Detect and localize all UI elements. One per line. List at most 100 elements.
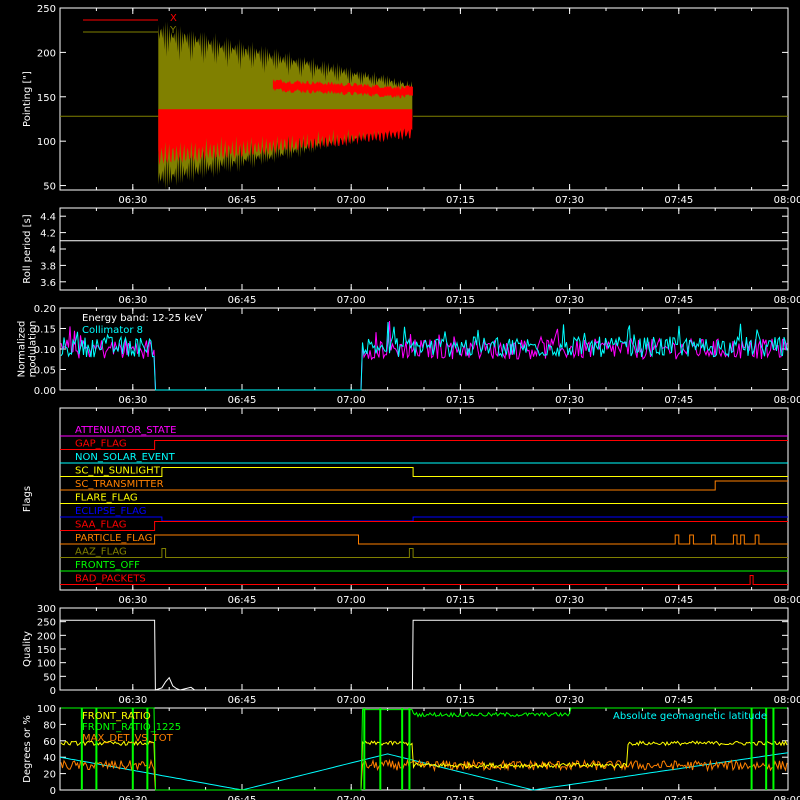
- flag-label-flare-flag: FLARE_FLAG: [75, 493, 138, 504]
- roll-ytick-label: 3.6: [40, 278, 56, 289]
- quality-ytick-label: 150: [37, 645, 56, 656]
- quality-ytick-label: 100: [37, 659, 56, 670]
- roll-xtick-label: 06:30: [118, 295, 147, 306]
- pointing-ytick-label: 250: [37, 4, 56, 15]
- pointing-xtick-label: 06:30: [118, 195, 147, 206]
- flag-label-fronts-off: FRONTS_OFF: [75, 560, 140, 571]
- flag-label-eclipse-flag: ECLIPSE_FLAG: [75, 506, 146, 517]
- pointing-ytick-label: 200: [37, 48, 56, 59]
- flags-xtick-label: 07:00: [337, 595, 366, 606]
- geo-legend-max-det-vs-tot: MAX_DET_VS_TOT: [82, 733, 174, 744]
- quality-xtick-label: 08:00: [774, 695, 800, 706]
- pointing-ytick-label: 100: [37, 137, 56, 148]
- roll-xtick-label: 06:45: [228, 295, 257, 306]
- flags-xtick-label: 07:15: [446, 595, 475, 606]
- flag-label-sc-in-sunlight: SC_IN_SUNLIGHT: [75, 466, 161, 477]
- modulation-xtick-label: 06:30: [118, 395, 147, 406]
- quality-ytick-label: 300: [37, 604, 56, 615]
- roll-xtick-label: 07:15: [446, 295, 475, 306]
- flag-label-particle-flag: PARTICLE_FLAG: [75, 533, 152, 544]
- geo-xtick-label: 06:30: [118, 795, 147, 800]
- quality-xtick-label: 07:45: [664, 695, 693, 706]
- pointing-xtick-label: 07:00: [337, 195, 366, 206]
- flag-label-sc-transmitter: SC_TRANSMITTER: [75, 479, 164, 490]
- geo-ytick-label: 20: [43, 770, 56, 781]
- roll-xtick-label: 07:45: [664, 295, 693, 306]
- flag-label-attenuator-state: ATTENUATOR_STATE: [75, 425, 176, 436]
- series-X-lower-band: [158, 109, 413, 166]
- modulation-ytick-label: 0.05: [34, 366, 56, 377]
- pointing-ylabel: Pointing ["]: [22, 71, 33, 127]
- geo-ytick-label: 80: [43, 720, 56, 731]
- pointing-ytick-label: 50: [43, 182, 56, 193]
- geo-xtick-label: 08:00: [774, 795, 800, 800]
- modulation-xtick-label: 07:30: [555, 395, 584, 406]
- flag-label-bad-packets: BAD_PACKETS: [75, 574, 146, 585]
- flag-label-non-solar-event: NON_SOLAR_EVENT: [75, 452, 176, 463]
- modulation-series-Collimator-8: [60, 321, 788, 391]
- geo-ylabel: Degrees or %: [22, 715, 33, 783]
- modulation-xtick-label: 07:15: [446, 395, 475, 406]
- flags-xtick-label: 07:30: [555, 595, 584, 606]
- pointing-xtick-label: 07:15: [446, 195, 475, 206]
- roll-ytick-label: 4: [50, 245, 56, 256]
- quality-ylabel: Quality: [22, 631, 33, 667]
- flag-line-gap-flag: [60, 440, 788, 450]
- flag-line-particle-flag: [60, 534, 788, 545]
- quality-xtick-label: 06:30: [118, 695, 147, 706]
- geo-xtick-label: 07:30: [555, 795, 584, 800]
- geo-legend-front-ratio: FRONT_RATIO: [82, 711, 151, 722]
- series-X-upper-rim: [272, 79, 413, 99]
- flag-line-eclipse-flag: [60, 516, 788, 522]
- modulation-ylabel: modulation: [28, 321, 39, 378]
- quality-ytick-label: 200: [37, 631, 56, 642]
- roll-xtick-label: 07:30: [555, 295, 584, 306]
- flag-line-sc-in-sunlight: [60, 467, 788, 477]
- modulation-ytick-label: 0.10: [34, 345, 56, 356]
- flag-line-saa-flag: [60, 521, 788, 531]
- geo-annotation: Absolute geomagnetic latitude: [613, 711, 767, 722]
- quality-ytick-label: 50: [43, 672, 56, 683]
- modulation-legend-collimator: Collimator 8: [82, 325, 143, 336]
- flags-xtick-label: 08:00: [774, 595, 800, 606]
- modulation-axes: 06:30 06:45 07:00 07:15 07:30 07:45 08:00 0.00 0…: [34, 304, 800, 406]
- pointing-xtick-label: 07:30: [555, 195, 584, 206]
- flags-axes: 06:30 06:45 07:00 07:15 07:30 07:45 08:00: [59, 407, 800, 606]
- roll-axes: 06:30 06:45 07:00 07:15 07:30 07:45 08:00 3.6 3.…: [40, 207, 800, 306]
- flags-xtick-label: 06:45: [228, 595, 257, 606]
- flag-label-saa-flag: SAA_FLAG: [75, 520, 126, 531]
- quality-line: [60, 619, 788, 691]
- series-Y-band: [158, 21, 413, 190]
- geo-ytick-label: 0: [50, 786, 56, 797]
- flags-xtick-label: 07:45: [664, 595, 693, 606]
- pointing-xtick-label: 06:45: [228, 195, 257, 206]
- roll-xtick-label: 07:00: [337, 295, 366, 306]
- flag-line-aaz-flag: [60, 548, 788, 558]
- roll-xtick-label: 08:00: [774, 295, 800, 306]
- quality-xtick-label: 07:15: [446, 695, 475, 706]
- quality-ytick-label: 250: [37, 618, 56, 629]
- quality-xtick-label: 06:45: [228, 695, 257, 706]
- modulation-xtick-label: 07:45: [664, 395, 693, 406]
- geo-ytick-label: 100: [37, 704, 56, 715]
- modulation-xtick-label: 07:00: [337, 395, 366, 406]
- flags-ylabel: Flags: [22, 486, 33, 512]
- pointing-xtick-label: 08:00: [774, 195, 800, 206]
- geo-legend-front-ratio-1225: FRONT_RATIO_1225: [82, 722, 181, 733]
- quality-xtick-label: 07:00: [337, 695, 366, 706]
- geo-xtick-label: 06:45: [228, 795, 257, 800]
- roll-ytick-label: 4.2: [40, 229, 56, 240]
- flag-label-aaz-flag: AAZ_FLAG: [75, 547, 127, 558]
- quality-axes: 06:30 06:45 07:00 07:15 07:30 07:45 08:00 0 50 10…: [37, 604, 800, 706]
- flag-line-sc-transmitter: [60, 480, 788, 491]
- pointing-axes: 06:30 06:45 07:00 07:15 07:30 07:45 08:00 50 100…: [37, 4, 800, 206]
- geo-xtick-label: 07:00: [337, 795, 366, 800]
- modulation-xtick-label: 08:00: [774, 395, 800, 406]
- legend-label-Y: Y: [169, 25, 177, 36]
- flag-label-gap-flag: GAP_FLAG: [75, 439, 127, 450]
- geomagnetic-latitude-line: [59, 752, 789, 791]
- modulation-ytick-label: 0.15: [34, 325, 56, 336]
- modulation-ytick-label: 0.00: [34, 386, 56, 397]
- series-front-ratio-1225: [61, 707, 787, 791]
